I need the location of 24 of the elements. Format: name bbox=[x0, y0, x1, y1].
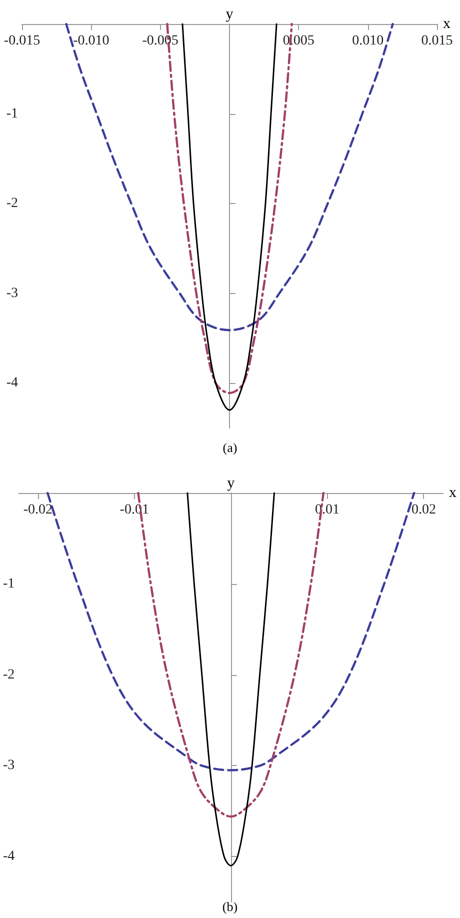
y-axis-title: y bbox=[226, 6, 234, 22]
x-tick-label: -0.010 bbox=[73, 34, 110, 48]
y-tick-label: -3 bbox=[2, 758, 15, 774]
line-series bbox=[182, 23, 278, 411]
text: (b) bbox=[222, 899, 238, 914]
y-tick-label: -2 bbox=[2, 667, 15, 682]
x-axis-title: x bbox=[449, 485, 457, 501]
x-tick-label: 0.010 bbox=[352, 34, 384, 48]
x-tick-label: 0.015 bbox=[421, 34, 453, 48]
x-tick-label: 0.02 bbox=[411, 502, 436, 518]
line-series bbox=[186, 492, 275, 866]
y-tick-label: -2 bbox=[6, 196, 18, 212]
y-tick-label: -4 bbox=[2, 849, 15, 864]
y-tick-label: -1 bbox=[2, 576, 15, 592]
line-series bbox=[65, 22, 394, 332]
y-tick-label: -4 bbox=[6, 376, 18, 391]
y-axis-title: y bbox=[227, 476, 236, 492]
y-tick-label: -1 bbox=[6, 106, 18, 122]
y-tick-label: -3 bbox=[6, 286, 18, 301]
x-axis-title: x bbox=[443, 16, 451, 32]
x-tick-label: -0.02 bbox=[23, 502, 53, 518]
text: (a) bbox=[222, 440, 238, 455]
x-tick-label: -0.015 bbox=[4, 34, 40, 48]
x-tick-label: -0.005 bbox=[142, 34, 178, 48]
